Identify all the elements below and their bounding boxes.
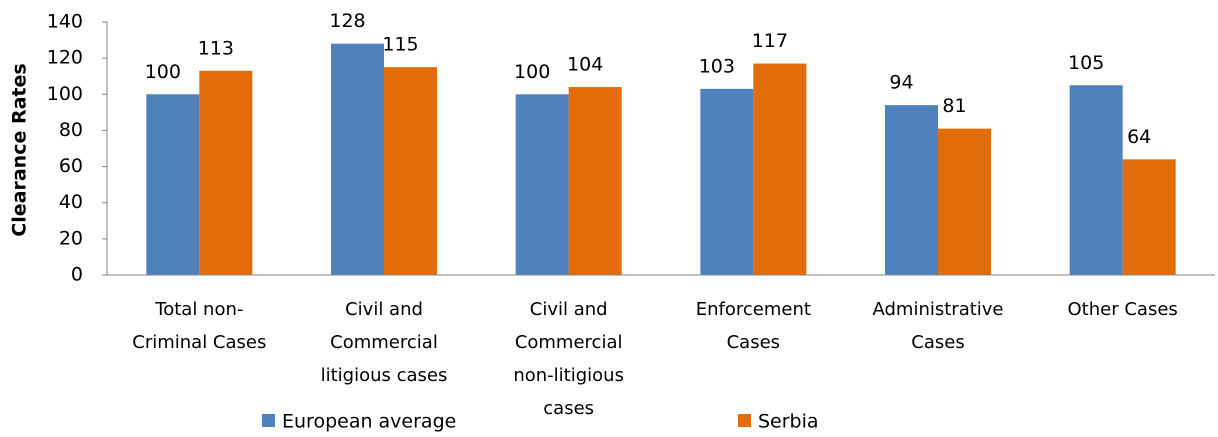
y-tick-label: 80 <box>59 119 83 141</box>
data-label: 128 <box>329 10 365 32</box>
y-tick-label: 120 <box>47 47 83 69</box>
bar <box>1069 85 1123 275</box>
y-tick-label: 40 <box>59 191 83 213</box>
bar <box>1122 159 1176 275</box>
bar <box>515 94 569 276</box>
x-tick-label: Civil and Commercial non-litigious cases <box>513 299 624 419</box>
data-label: 104 <box>567 54 603 76</box>
y-tick-label: 0 <box>71 264 83 286</box>
data-label: 81 <box>942 95 966 117</box>
legend-label: European average <box>282 411 456 433</box>
bar <box>938 128 991 275</box>
x-tick-label: Civil and Commercial litigious cases <box>320 299 448 386</box>
y-tick-label: 60 <box>59 155 83 177</box>
y-tick-label: 20 <box>59 227 83 249</box>
x-tick-label: Administrative Cases <box>872 299 1004 353</box>
legend-swatch <box>738 414 751 427</box>
legend-swatch <box>262 414 275 427</box>
data-label: 105 <box>1068 52 1104 74</box>
x-tick-label: Other Cases <box>1067 299 1178 320</box>
bar <box>199 70 253 276</box>
data-label: 117 <box>752 30 788 52</box>
bar <box>384 67 437 275</box>
data-label: 115 <box>382 34 418 56</box>
data-label: 64 <box>1127 126 1151 148</box>
data-label: 103 <box>699 55 735 77</box>
bar <box>146 94 200 276</box>
bar <box>753 63 807 275</box>
data-label: 100 <box>514 61 550 83</box>
x-tick-label: Total non-Criminal Cases <box>132 299 267 353</box>
bar <box>700 88 754 275</box>
data-label: 113 <box>198 37 234 59</box>
bar <box>331 43 384 275</box>
bar <box>885 105 938 275</box>
y-tick-label: 100 <box>47 83 83 105</box>
data-label: 100 <box>145 61 181 83</box>
data-label: 94 <box>889 72 913 94</box>
y-tick-label: 140 <box>47 11 83 33</box>
x-tick-label: Enforcement Cases <box>695 299 811 353</box>
bar <box>568 87 622 275</box>
legend-label: Serbia <box>758 411 819 433</box>
y-axis-label: Clearance Rates <box>9 63 31 236</box>
